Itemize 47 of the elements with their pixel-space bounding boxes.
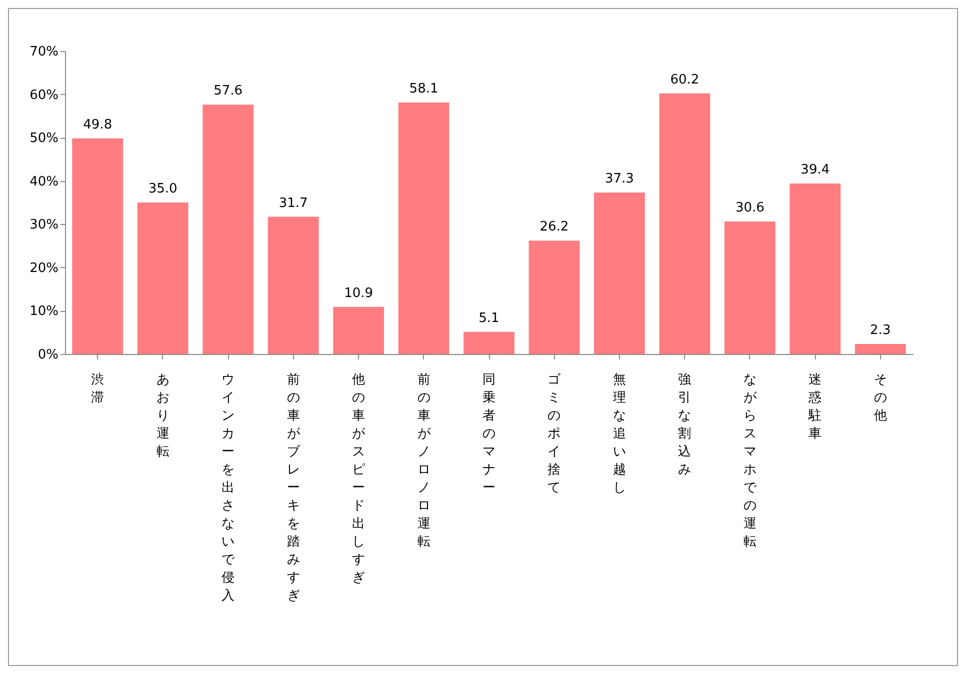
bar xyxy=(790,183,841,354)
y-tick-label: 30% xyxy=(30,218,58,233)
data-label: 5.1 xyxy=(478,310,500,326)
bar xyxy=(137,202,188,354)
y-tick-label: 70% xyxy=(30,44,58,60)
y-tick-label: 20% xyxy=(30,260,58,276)
y-tick-label: 0% xyxy=(38,348,58,362)
y-tick-label: 10% xyxy=(30,304,58,320)
x-tick-label: あおり運転 xyxy=(156,372,170,460)
data-label: 39.4 xyxy=(800,162,830,178)
x-tick-label: 無理な追い越し xyxy=(612,372,626,496)
data-label: 57.6 xyxy=(214,84,243,99)
category-label: 前の車がブレーキを踏みすぎ xyxy=(286,372,300,604)
x-tick-label: ゴミのポイ捨て xyxy=(548,372,562,496)
data-label: 26.2 xyxy=(540,220,569,235)
data-label: 49.8 xyxy=(83,117,112,132)
category-label: 他の車がスピード出しすぎ xyxy=(352,372,366,586)
bar xyxy=(333,306,384,354)
bar xyxy=(594,192,645,354)
data-label: 37.3 xyxy=(604,172,634,187)
x-tick-label: 強引な割込み xyxy=(678,372,692,478)
data-label: 58.1 xyxy=(409,82,438,97)
x-tick-label: 同乗者のマナー xyxy=(482,372,496,496)
bar xyxy=(854,344,906,354)
category-label: 前の車がノロノロ運転 xyxy=(417,372,430,550)
data-label: 2.3 xyxy=(870,323,891,338)
bar xyxy=(464,332,514,354)
bar xyxy=(398,102,450,354)
y-tick-label: 60% xyxy=(30,88,58,103)
bar xyxy=(528,240,580,354)
data-label: 10.9 xyxy=(344,286,374,301)
data-label: 35.0 xyxy=(148,182,178,196)
data-label: 30.6 xyxy=(735,200,764,216)
data-label: 60.2 xyxy=(670,72,700,88)
category-label: ながらスマホでの運転 xyxy=(743,372,756,550)
y-tick-label: 50% xyxy=(30,131,58,146)
x-tick-label: その他 xyxy=(874,372,887,424)
y-tick-label: 40% xyxy=(30,174,58,190)
bar xyxy=(724,222,776,354)
bar xyxy=(659,93,710,354)
x-tick-label: 迷惑駐車 xyxy=(808,372,822,442)
category-label: ウインカーを出さないで侵入 xyxy=(222,372,235,604)
bar xyxy=(72,138,124,354)
data-label: 31.7 xyxy=(278,196,308,211)
bar xyxy=(268,216,319,354)
bar xyxy=(202,104,254,354)
x-tick-label: 渋滞 xyxy=(91,372,104,406)
